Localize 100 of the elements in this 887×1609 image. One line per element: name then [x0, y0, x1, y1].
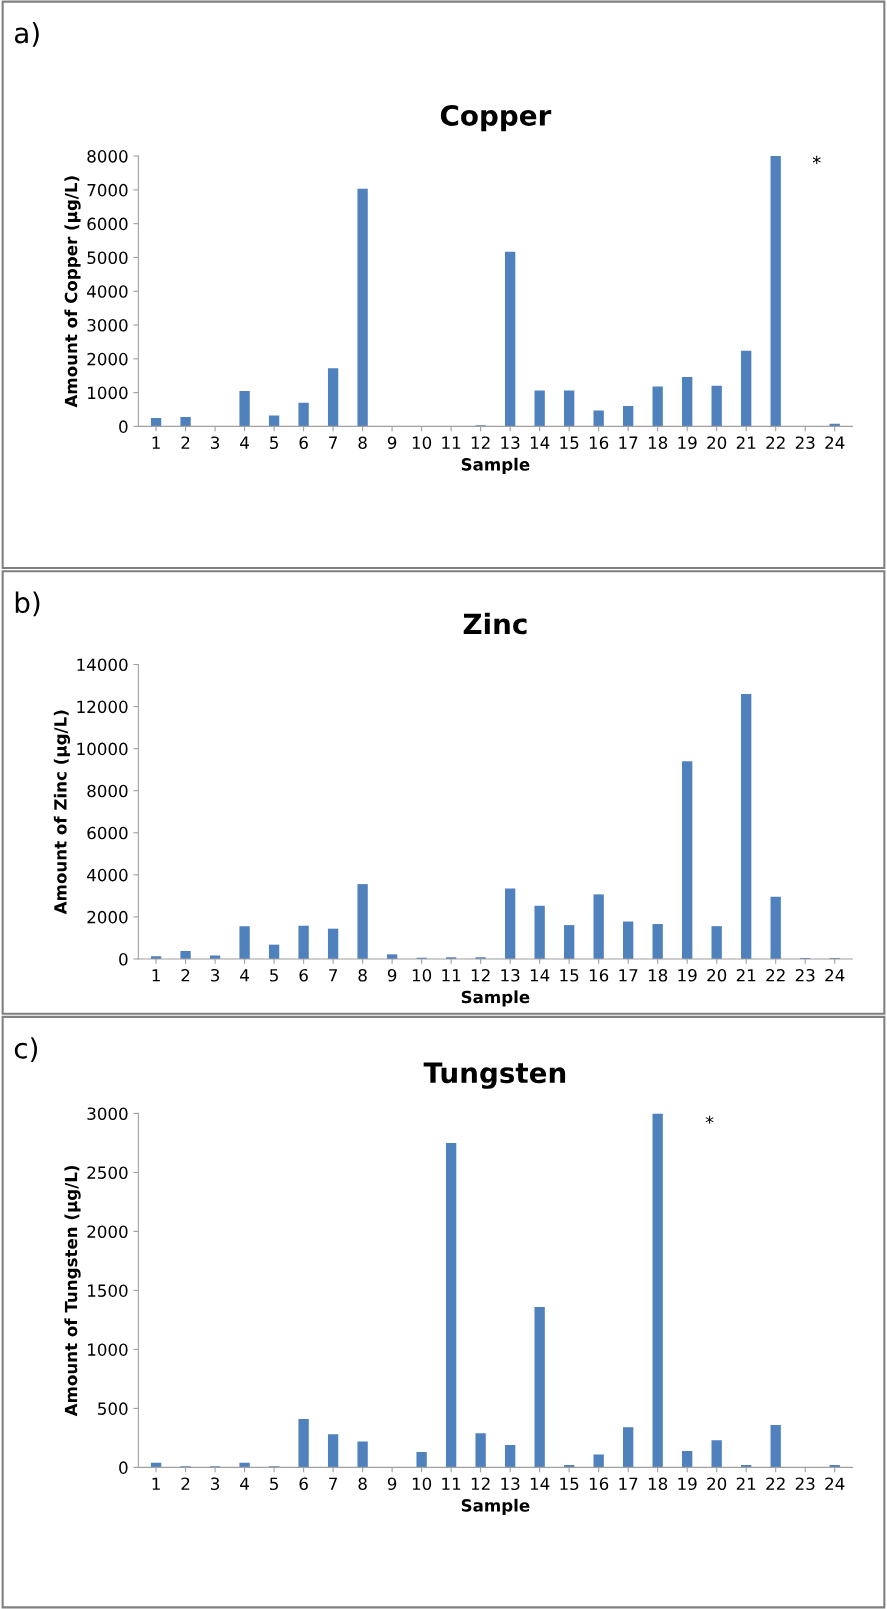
x-tick-label: 18	[648, 1477, 668, 1491]
x-tick-label: 2	[181, 1477, 190, 1490]
x-tick-label: 7	[329, 969, 337, 982]
x-tick-label: 18	[648, 436, 668, 450]
text: b)	[15, 591, 40, 617]
x-tick-label: 24	[825, 436, 845, 449]
x-tick-label: 7	[329, 436, 337, 449]
x-tick-label: 3	[211, 436, 220, 450]
annotation: *	[705, 1115, 714, 1124]
x-tick-label: 14	[530, 969, 550, 982]
x-tick-label: 17	[619, 969, 638, 982]
x-axis-title: Sample	[461, 1498, 530, 1515]
y-tick-label: 8000	[87, 784, 128, 798]
x-tick-label: 11	[442, 1477, 461, 1490]
y-tick-label: 500	[98, 1402, 128, 1415]
x-tick-label: 1	[152, 969, 160, 982]
y-tick-label: 1000	[88, 1343, 128, 1356]
y-tick-label: 0	[119, 420, 128, 433]
x-tick-label: 20	[707, 1477, 727, 1491]
y-tick-label: 2000	[87, 910, 128, 924]
x-tick-label: 24	[825, 1477, 845, 1490]
y-tick-label: 8000	[87, 150, 128, 163]
y-tick-label: 10000	[77, 742, 128, 756]
y-axis-title: Amount of Copper (µg/L)	[64, 176, 81, 408]
text: a)	[14, 21, 39, 47]
y-axis-title: Amount of Tungsten (µg/L)	[64, 1165, 81, 1417]
x-tick-label: 12	[471, 1477, 490, 1490]
x-tick-label: 21	[736, 436, 756, 449]
y-tick-label: 3000	[87, 1107, 128, 1120]
x-tick-label: 16	[589, 1477, 609, 1491]
x-tick-label: 14	[530, 436, 550, 449]
x-tick-label: 19	[678, 1477, 697, 1491]
x-tick-label: 11	[442, 969, 461, 982]
x-tick-label: 8	[358, 968, 367, 982]
x-tick-label: 19	[678, 436, 697, 450]
x-tick-label: 16	[589, 436, 609, 450]
y-tick-label: 2500	[87, 1166, 128, 1179]
x-tick-label: 21	[736, 1477, 756, 1490]
y-tick-label: 0	[119, 952, 128, 966]
x-tick-label: 24	[825, 968, 845, 982]
x-tick-label: 10	[412, 1477, 432, 1491]
x-tick-label: 3	[211, 1477, 220, 1491]
x-axis-title: Sample	[461, 457, 530, 474]
x-tick-label: 23	[795, 1477, 815, 1491]
y-tick-label: 2000	[87, 1225, 128, 1238]
y-tick-label: 6000	[87, 217, 128, 231]
x-tick-label: 13	[501, 968, 520, 982]
x-tick-label: 17	[619, 1477, 638, 1490]
y-tick-label: 5000	[87, 251, 128, 265]
x-tick-label: 12	[471, 968, 490, 982]
x-tick-label: 9	[387, 1477, 397, 1491]
x-tick-label: 4	[240, 1477, 249, 1490]
y-tick-label: 12000	[77, 700, 128, 714]
x-tick-label: 5	[270, 436, 278, 450]
x-tick-label: 8	[358, 1477, 367, 1491]
x-tick-label: 15	[560, 436, 579, 450]
x-tick-label: 18	[648, 968, 668, 982]
x-axis-title: Sample	[461, 990, 530, 1007]
x-tick-label: 6	[299, 436, 308, 450]
y-tick-label: 14000	[77, 658, 128, 672]
x-tick-label: 15	[560, 969, 579, 982]
y-axis-title: Amount of Zinc (µg/L)	[53, 710, 71, 915]
x-tick-label: 21	[736, 968, 756, 982]
x-tick-label: 22	[766, 1477, 785, 1490]
x-tick-label: 5	[270, 969, 278, 982]
x-tick-label: 19	[678, 968, 697, 982]
x-tick-label: 1	[152, 1477, 160, 1490]
x-tick-label: 9	[387, 436, 397, 450]
x-tick-label: 15	[560, 1477, 579, 1491]
x-tick-label: 10	[412, 968, 432, 982]
y-tick-label: 0	[119, 1461, 128, 1474]
x-tick-label: 5	[270, 1477, 278, 1491]
y-tick-label: 4000	[87, 868, 128, 882]
x-tick-label: 12	[471, 436, 490, 449]
x-tick-label: 14	[530, 1477, 550, 1490]
y-tick-label: 7000	[87, 183, 128, 197]
x-tick-label: 13	[501, 1477, 520, 1491]
x-tick-label: 6	[299, 1477, 308, 1491]
x-tick-label: 23	[795, 968, 815, 982]
y-tick-label: 4000	[87, 285, 128, 298]
annotation: *	[812, 155, 821, 164]
chart-title: Copper	[440, 104, 552, 132]
y-tick-label: 2000	[87, 352, 128, 366]
x-tick-label: 23	[795, 436, 815, 450]
x-tick-label: 1	[152, 436, 160, 449]
x-tick-label: 22	[766, 436, 785, 449]
x-tick-label: 9	[387, 968, 397, 982]
y-tick-label: 3000	[87, 318, 128, 332]
x-tick-label: 13	[501, 436, 520, 450]
x-tick-label: 2	[181, 968, 190, 982]
text: c)	[14, 1037, 38, 1063]
x-tick-label: 20	[707, 436, 727, 450]
x-tick-label: 2	[181, 436, 190, 449]
chart-title: Tungsten	[423, 1062, 566, 1089]
y-tick-label: 6000	[87, 826, 128, 840]
x-tick-label: 10	[412, 436, 432, 450]
x-tick-label: 20	[707, 968, 727, 982]
chart-title: Zinc	[463, 612, 527, 635]
x-tick-label: 11	[442, 436, 461, 449]
x-tick-label: 17	[619, 436, 638, 449]
